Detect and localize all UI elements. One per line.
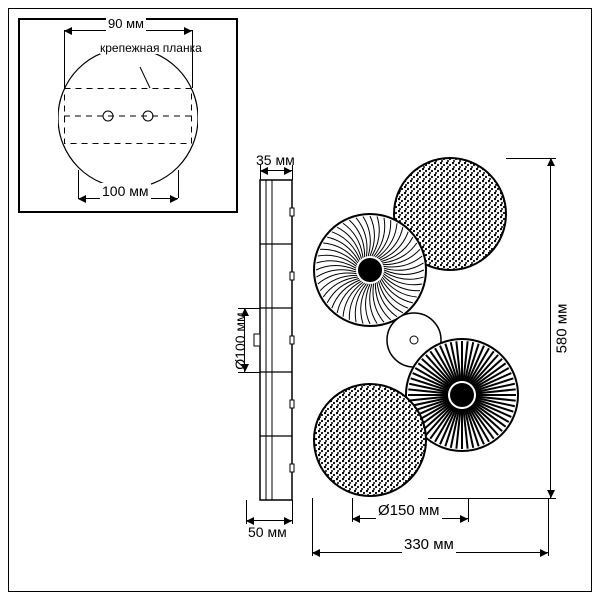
dim-100-arrow-l (78, 195, 86, 203)
dim-580-ext-b (428, 498, 556, 499)
dim-580-arrow-d (547, 490, 555, 498)
dim-50-ext-r (292, 500, 293, 524)
dim-580-line (550, 158, 551, 498)
dim-35-label: 35 мм (256, 152, 295, 168)
dim-50-label: 50 мм (248, 524, 287, 540)
dim-330-ext-l (312, 498, 313, 556)
side-profile (246, 156, 306, 526)
dim-d150-arrow-r (460, 515, 468, 523)
dim-580-arrow-u (547, 158, 555, 166)
dim-330-arrow-r (540, 549, 548, 557)
dim-d100-label: Ø100 мм (232, 301, 248, 381)
dim-330-arrow-l (312, 549, 320, 557)
dim-d150-label: Ø150 мм (376, 502, 442, 519)
disc-texture-2 (312, 382, 428, 498)
dim-100-arrow-r (170, 195, 178, 203)
dim-330-ext-r (548, 498, 549, 556)
dim-580-label: 580 мм (554, 289, 571, 369)
dim-330-label: 330 мм (402, 536, 456, 553)
dim-100-ext-right (178, 170, 179, 198)
dim-d150-ext-r (468, 498, 469, 522)
disc-radial (312, 212, 428, 328)
dim-d150-arrow-l (352, 515, 360, 523)
dim-100-label: 100 мм (100, 183, 151, 199)
